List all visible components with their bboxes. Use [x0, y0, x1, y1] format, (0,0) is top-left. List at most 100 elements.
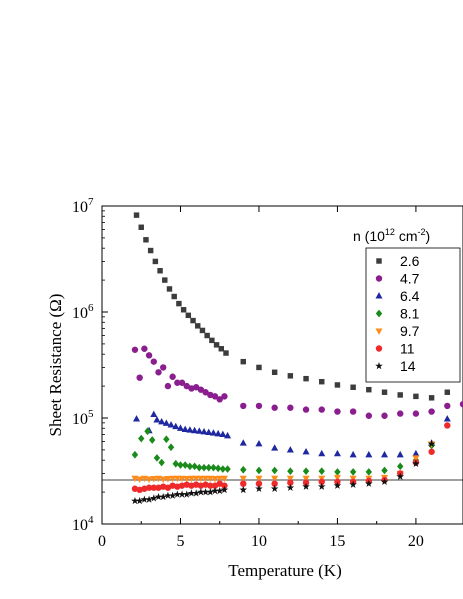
data-point [381, 412, 388, 419]
data-point [271, 369, 278, 375]
legend-marker [375, 328, 383, 335]
data-point [150, 484, 157, 491]
data-markers [131, 212, 463, 505]
data-point [191, 426, 199, 434]
data-point [186, 462, 194, 471]
data-point [169, 373, 176, 380]
data-point [318, 478, 325, 486]
data-point [138, 434, 145, 443]
data-point [183, 382, 190, 390]
data-point [150, 476, 158, 483]
data-point [154, 492, 163, 501]
data-point [147, 247, 154, 254]
data-point [202, 475, 210, 483]
data-point [167, 443, 175, 452]
data-point [206, 475, 214, 483]
data-point [428, 395, 435, 401]
data-point [192, 489, 200, 497]
data-point [255, 466, 263, 475]
data-point [333, 481, 342, 489]
data-point [349, 450, 357, 458]
data-point [209, 337, 215, 344]
data-point [381, 450, 389, 458]
data-point [186, 426, 194, 433]
data-point [211, 486, 219, 495]
data-point [211, 476, 219, 483]
data-point [413, 393, 419, 400]
data-point [205, 463, 212, 472]
data-point [150, 358, 157, 365]
data-point [162, 277, 168, 283]
data-point [164, 382, 172, 390]
data-point [271, 404, 278, 411]
data-point [197, 488, 205, 496]
data-point [138, 224, 144, 230]
data-point [239, 439, 247, 446]
data-point [334, 382, 341, 388]
data-point [160, 364, 167, 371]
x-axis-label: Temperature (K) [228, 561, 342, 580]
data-point [207, 482, 214, 489]
data-point [164, 476, 172, 483]
data-point [287, 373, 294, 379]
data-point [444, 402, 451, 410]
data-point [365, 450, 373, 458]
data-point [145, 352, 153, 359]
data-point [192, 475, 200, 483]
legend-label: 4.7 [400, 271, 420, 287]
legend-label: 14 [400, 358, 416, 374]
y-tick-label: 105 [72, 408, 94, 428]
data-point [204, 332, 210, 339]
data-point [176, 300, 182, 307]
data-point [365, 412, 373, 419]
data-point [334, 468, 341, 476]
data-point [255, 440, 263, 447]
x-tick-label: 15 [329, 533, 345, 550]
data-point [412, 459, 420, 468]
data-point [218, 346, 225, 352]
data-point [318, 449, 326, 457]
data-point [397, 410, 404, 417]
legend-box [365, 247, 461, 383]
data-point [199, 327, 206, 334]
legend-label: 11 [400, 341, 415, 357]
data-point [200, 463, 208, 472]
data-point [334, 408, 341, 415]
data-point [396, 450, 404, 458]
data-point [149, 494, 158, 502]
data-point [166, 286, 173, 292]
data-point [333, 449, 341, 457]
data-point [211, 393, 219, 400]
data-point [136, 374, 143, 381]
data-point [145, 495, 153, 503]
data-point [221, 482, 228, 489]
data-point [317, 482, 326, 490]
plot-frame [101, 205, 463, 525]
data-point [178, 379, 186, 386]
data-point [397, 392, 403, 398]
data-point [349, 480, 357, 488]
data-point [131, 450, 139, 459]
data-point [397, 462, 404, 471]
legend-label: 9.7 [400, 323, 420, 339]
data-point [191, 462, 198, 471]
data-point [172, 422, 180, 430]
x-tick-label: 10 [251, 533, 267, 550]
data-point [224, 465, 231, 473]
data-point [412, 455, 420, 462]
data-point [135, 496, 144, 505]
data-point [214, 464, 222, 473]
data-point [216, 475, 224, 483]
data-point [220, 475, 228, 483]
data-point [158, 458, 165, 467]
data-point [240, 358, 246, 365]
data-point [219, 430, 227, 437]
data-point [287, 404, 294, 411]
data-point [349, 408, 357, 415]
data-point [145, 484, 153, 491]
data-point [444, 389, 451, 395]
data-point [197, 386, 205, 393]
data-point [187, 489, 196, 497]
